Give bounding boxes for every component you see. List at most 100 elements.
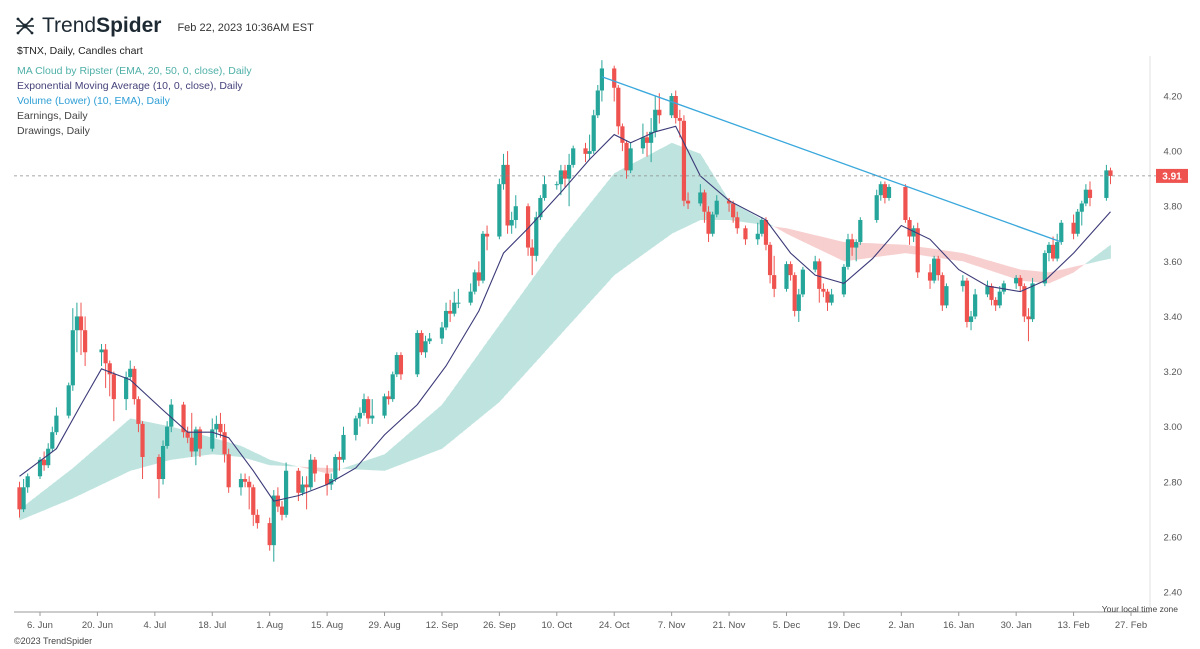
y-tick-label: 3.80: [1164, 202, 1183, 213]
ma-cloud-segment: [753, 214, 759, 225]
candle-body-up: [1042, 253, 1047, 284]
trendline-drawing: [601, 76, 1062, 243]
ma-cloud-segment: [889, 244, 894, 256]
ma-cloud-segment: [1040, 271, 1046, 283]
candle-body-down: [42, 459, 47, 466]
candle-body-up: [841, 266, 846, 295]
candle-body-up: [858, 220, 863, 243]
ma-cloud-segment: [901, 244, 906, 254]
ma-cloud-segment: [856, 242, 861, 260]
ma-cloud-segment: [655, 149, 660, 246]
candle-body-down: [185, 432, 190, 438]
ma-cloud-segment: [634, 160, 640, 261]
ma-cloud-segment: [1053, 270, 1058, 282]
legend-ma-cloud[interactable]: MA Cloud by Ripster (EMA, 20, 50, 0, clo…: [17, 65, 252, 77]
ma-cloud-segment: [183, 430, 189, 459]
ma-cloud-segment: [52, 480, 57, 507]
candle-body-up: [394, 355, 399, 375]
ma-cloud-segment: [130, 418, 135, 471]
candle-body-down: [1018, 277, 1023, 287]
candle-body-up: [714, 200, 719, 215]
ma-cloud-segment: [392, 443, 398, 468]
x-tick-label: 5. Dec: [773, 620, 801, 631]
candle-body-down: [731, 203, 736, 218]
ma-cloud-segment: [241, 446, 246, 459]
legend-symbol[interactable]: $TNX, Daily, Candles chart: [17, 45, 143, 57]
candle-body-down: [107, 363, 112, 375]
ma-cloud-segment: [44, 487, 49, 511]
candle-body-up: [1104, 170, 1109, 198]
ma-cloud-segment: [642, 155, 648, 255]
ma-cloud-segment: [68, 468, 74, 500]
candle-body-up: [193, 429, 198, 452]
ma-cloud-segment: [351, 463, 357, 470]
legend-earnings[interactable]: Earnings, Daily: [17, 110, 88, 122]
ma-cloud-segment: [729, 200, 734, 221]
candle-body-down: [735, 217, 740, 229]
candle-body-down: [907, 220, 912, 237]
legend-drawings[interactable]: Drawings, Daily: [17, 125, 90, 137]
ma-cloud-segment: [220, 440, 225, 456]
candle-body-down: [337, 456, 342, 460]
ma-cloud-segment: [622, 166, 627, 270]
x-tick-label: 4. Jul: [143, 620, 166, 631]
ma-cloud-segment: [126, 418, 131, 473]
ma-cloud-segment: [1024, 270, 1029, 282]
candle-body-down: [993, 299, 998, 306]
candle-body-up: [800, 269, 805, 295]
x-tick-label: 21. Nov: [713, 620, 746, 631]
ma-cloud-segment: [113, 429, 119, 479]
y-tick-label: 2.60: [1164, 532, 1183, 543]
candle-body-up: [70, 330, 75, 386]
ma-cloud-segment: [987, 260, 992, 271]
ma-cloud-segment: [257, 453, 262, 463]
ma-cloud-segment: [146, 421, 152, 467]
candle-body-down: [189, 437, 194, 452]
ma-cloud-segment: [433, 408, 439, 452]
ma-cloud-segment: [540, 261, 545, 357]
ma-cloud-segment: [1020, 269, 1025, 281]
candle-body-down: [772, 275, 777, 289]
ma-cloud-segment: [991, 261, 997, 273]
ma-cloud-segment: [934, 248, 939, 258]
ma-cloud-segment: [1077, 265, 1083, 270]
ma-cloud-segment: [790, 229, 796, 238]
candle-body-down: [304, 484, 309, 488]
legend-volume[interactable]: Volume (Lower) (10, EMA), Daily: [17, 95, 170, 107]
ma-cloud-segment: [962, 253, 968, 263]
ma-cloud-segment: [236, 444, 242, 457]
ma-cloud-segment: [495, 324, 500, 406]
x-tick-label: 16. Jan: [943, 620, 974, 631]
ma-cloud-segment: [101, 439, 106, 485]
ma-cloud-segment: [372, 457, 377, 471]
ma-cloud-segment: [31, 496, 37, 516]
candle-body-up: [1030, 283, 1035, 320]
ma-cloud-segment: [917, 246, 923, 256]
ma-cloud-segment: [638, 158, 644, 258]
ma-cloud-segment: [487, 336, 492, 412]
legend-ema[interactable]: Exponential Moving Average (10, 0, close…: [17, 80, 243, 92]
x-tick-label: 19. Dec: [828, 620, 861, 631]
ma-cloud-segment: [204, 435, 209, 456]
ma-cloud-segment: [893, 244, 898, 255]
ma-cloud-segment: [593, 193, 599, 298]
ma-cloud-segment: [852, 242, 857, 261]
x-tick-label: 6. Jun: [27, 620, 53, 631]
ma-cloud-segment: [19, 506, 24, 521]
ma-cloud-segment: [823, 237, 828, 254]
ma-cloud-segment: [954, 251, 960, 261]
ma-cloud-segment: [839, 241, 845, 262]
ma-cloud-segment: [581, 209, 586, 312]
candle-body-down: [706, 211, 711, 234]
ma-cloud-segment: [983, 259, 988, 270]
ma-cloud-segment: [761, 219, 767, 226]
candle-body-down: [767, 244, 773, 276]
ma-cloud-segment: [1102, 247, 1107, 261]
candle-body-up: [669, 96, 674, 116]
ma-cloud-segment: [1003, 264, 1009, 277]
candle-body-down: [255, 514, 260, 524]
ma-cloud-segment: [388, 447, 394, 470]
candle-body-up: [169, 404, 174, 427]
candle-body-up: [698, 192, 703, 204]
candle-body-down: [702, 192, 707, 212]
